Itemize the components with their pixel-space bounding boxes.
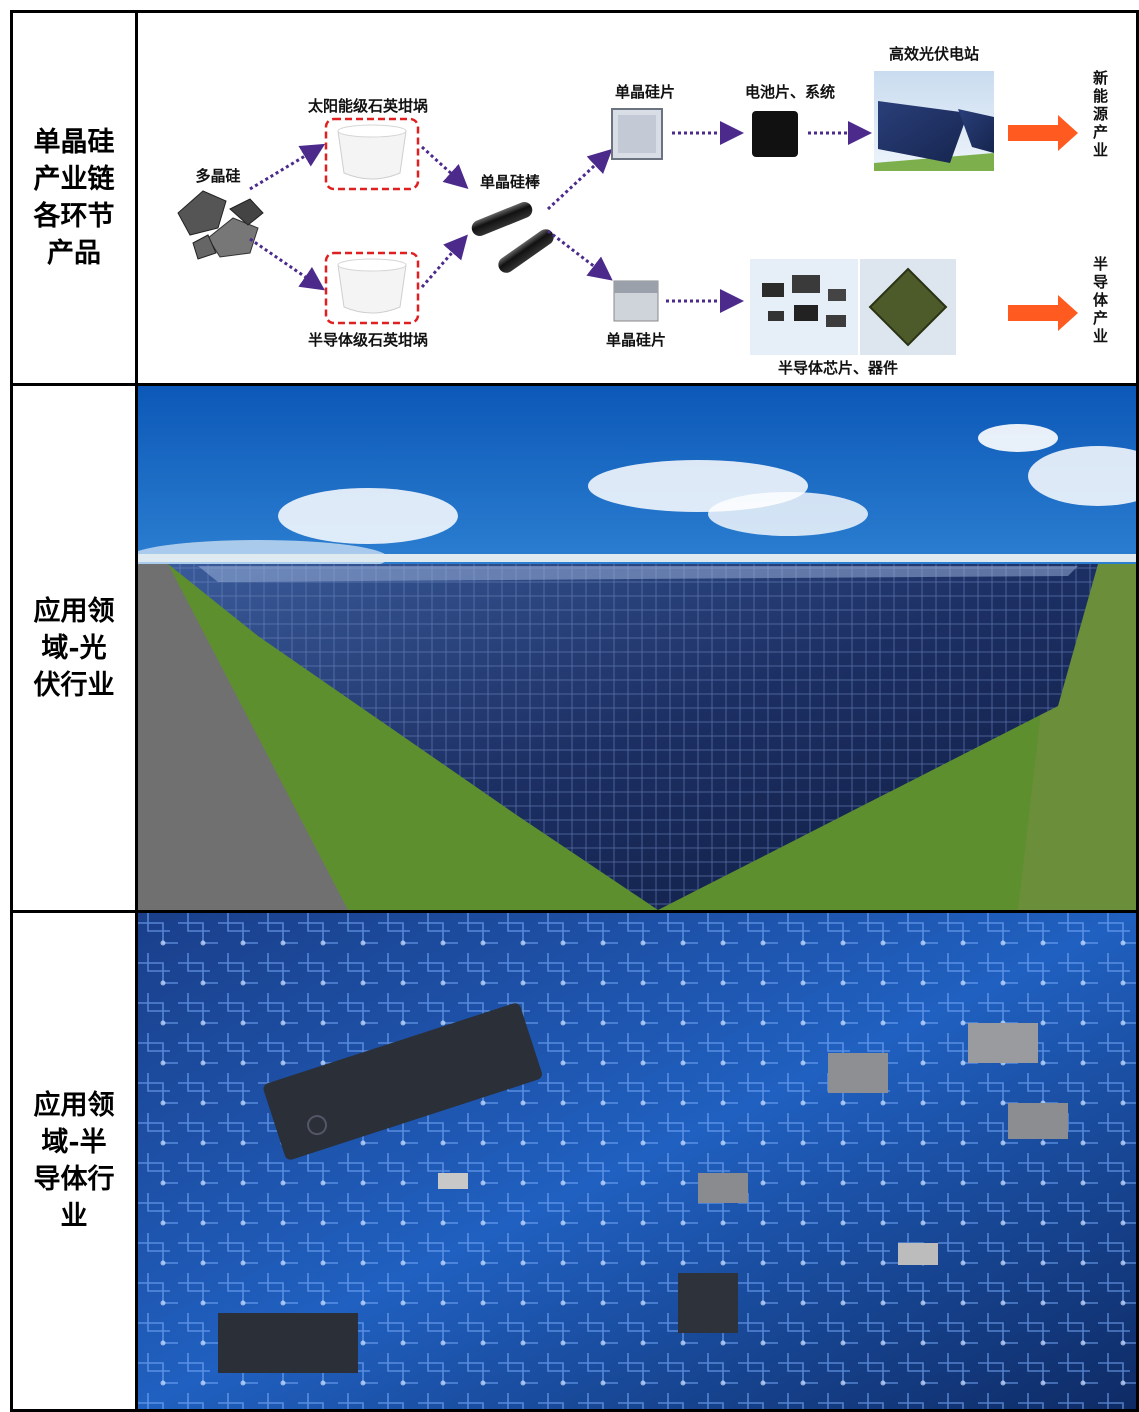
table-row: 单晶硅产业链各环节产品 xyxy=(10,10,1139,386)
flow-arrow xyxy=(249,143,326,191)
row-label: 单晶硅产业链各环节产品 xyxy=(33,127,115,269)
polysilicon-label: 多晶硅 xyxy=(195,167,240,185)
solar-photo-cell xyxy=(135,383,1139,913)
circuit-board-photo xyxy=(139,914,1135,1408)
crucible-semi-label: 半导体级石英坩埚 xyxy=(308,331,428,349)
industry-chain-diagram: 多晶硅 太阳能级石英坩埚 半导体级石英坩埚 xyxy=(177,45,1109,377)
crucible-solar-label: 太阳能级石英坩埚 xyxy=(308,97,428,115)
solar-farm-photo xyxy=(139,387,1135,909)
wafer-icon xyxy=(611,108,663,160)
orange-arrow-icon xyxy=(1008,295,1078,331)
pv-station-icon xyxy=(874,71,994,171)
industry-chain-diagram-cell: 多晶硅 太阳能级石英坩埚 半导体级石英坩埚 xyxy=(135,10,1139,386)
new-energy-industry-label: 新能源产业 xyxy=(1093,69,1108,159)
row-label-cell: 单晶硅产业链各环节产品 xyxy=(10,10,138,386)
circuit-photo-cell xyxy=(135,910,1139,1412)
flow-arrow xyxy=(420,145,469,190)
row-label-cell: 应用领域-半导体行业 xyxy=(10,910,138,1412)
orange-arrow-icon xyxy=(1008,115,1078,151)
wafer-icon xyxy=(613,280,659,322)
flow-arrow xyxy=(546,148,613,211)
pv-station-label: 高效光伏电站 xyxy=(889,45,979,63)
semiconductor-industry-label: 半导体产业 xyxy=(1093,255,1109,345)
row-label-cell: 应用领域-光伏行业 xyxy=(10,383,138,913)
row-label: 应用领域-光伏行业 xyxy=(33,595,115,701)
crucible-semi-icon xyxy=(324,251,420,325)
flow-arrow xyxy=(547,229,613,281)
row-label: 应用领域-半导体行业 xyxy=(33,1090,115,1232)
table-row: 应用领域-半导体行业 xyxy=(10,910,1139,1412)
cell-system-label: 电池片、系统 xyxy=(745,83,835,101)
table-row: 应用领域-光伏行业 xyxy=(10,383,1139,913)
chips-devices-icon xyxy=(750,259,956,355)
flow-arrow xyxy=(420,234,468,288)
ingot-label: 单晶硅棒 xyxy=(480,173,541,191)
ingot-icon xyxy=(471,202,554,273)
polysilicon-icon xyxy=(177,190,264,260)
wafer-top-label: 单晶硅片 xyxy=(615,83,675,101)
wafer-bottom-label: 单晶硅片 xyxy=(606,331,666,349)
product-table: 单晶硅产业链各环节产品 xyxy=(10,10,1139,1412)
crucible-solar-icon xyxy=(324,117,420,191)
flow-arrow xyxy=(249,237,325,291)
solar-cell-icon xyxy=(752,111,798,157)
chips-devices-label: 半导体芯片、器件 xyxy=(778,359,898,377)
